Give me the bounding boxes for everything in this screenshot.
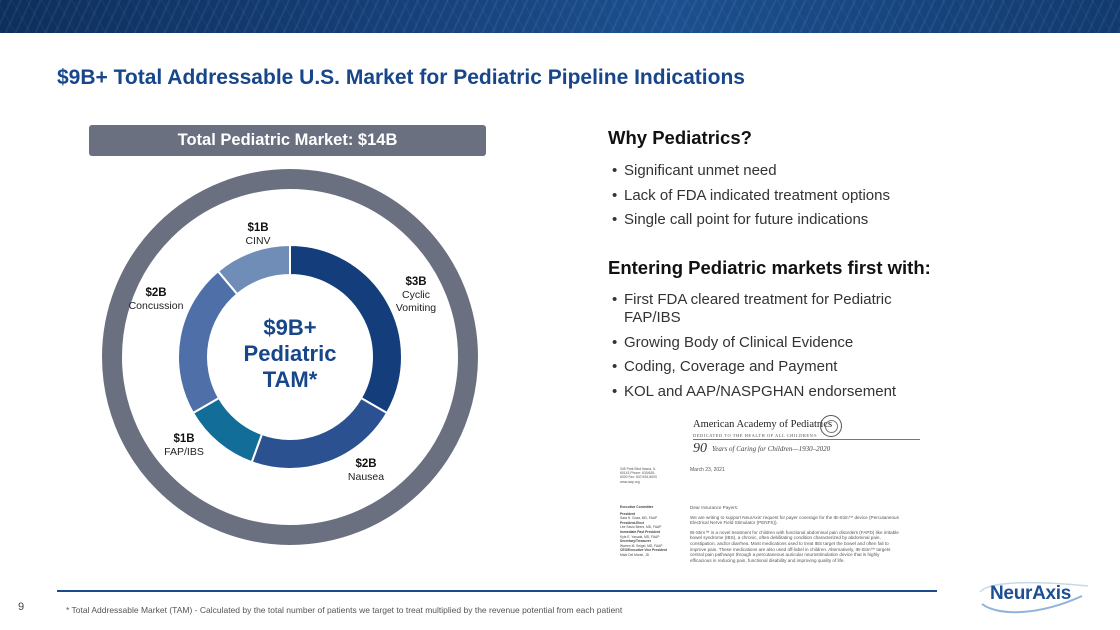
- letter-address: 345 Park Blvd Itasca, IL 60143 Phone: 63…: [620, 467, 657, 484]
- aap-endorsement-letter: American Academy of Pediatrics DEDICATED…: [620, 407, 920, 587]
- list-item: KOL and AAP/NASPGHAN endorsement: [612, 383, 932, 401]
- list-item: Significant unmet need: [612, 162, 932, 180]
- letter-years: Years of Caring for Children—1930–2020: [712, 445, 831, 453]
- top-banner: [0, 0, 1120, 33]
- entering-markets-list: First FDA cleared treatment for Pediatri…: [612, 291, 932, 407]
- list-item: Single call point for future indications: [612, 211, 932, 229]
- why-pediatrics-list: Significant unmet need Lack of FDA indic…: [612, 162, 932, 236]
- donut-center-label: $9B+ Pediatric TAM*: [243, 315, 337, 392]
- segment-label-cyclic-vomiting: $3B Cyclic Vomiting: [395, 276, 437, 314]
- list-item: Growing Body of Clinical Evidence: [612, 334, 932, 352]
- letter-tagline: DEDICATED TO THE HEALTH OF ALL CHILDREN®: [693, 433, 818, 438]
- logo-swoosh-icon: [979, 581, 1089, 614]
- total-market-ring: [102, 169, 478, 545]
- letter-committee: Executive Committee President Sara H. Go…: [620, 505, 668, 557]
- segment-label-nausea: $2B Nausea: [347, 458, 385, 483]
- page-number: 9: [18, 601, 25, 613]
- footer-divider: [57, 590, 937, 592]
- segment-label-concussion: $2B Concussion: [128, 287, 184, 312]
- list-item: Coding, Coverage and Payment: [612, 358, 932, 376]
- tam-footnote: * Total Addressable Market (TAM) - Calcu…: [66, 605, 623, 615]
- list-item: First FDA cleared treatment for Pediatri…: [612, 291, 932, 327]
- segment-label-cinv: $1B CINV: [245, 222, 271, 247]
- segment-label-fap-ibs: $1B FAP/IBS: [164, 433, 204, 458]
- letter-divider: [693, 439, 920, 440]
- donut-segment-4: [216, 243, 291, 296]
- neuraxis-logo: NeurAxis: [978, 578, 1093, 616]
- slide-title: $9B+ Total Addressable U.S. Market for P…: [57, 66, 745, 89]
- why-pediatrics-heading: Why Pediatrics?: [608, 127, 752, 148]
- list-item: Lack of FDA indicated treatment options: [612, 187, 932, 205]
- letter-ninety: 90: [693, 441, 707, 456]
- letter-org-name: American Academy of Pediatrics: [693, 419, 833, 430]
- letter-body: Dear Insurance Payers: We are writing to…: [690, 505, 899, 563]
- logo-wordmark: NeurAxis: [990, 583, 1072, 604]
- letter-date: March 23, 2021: [690, 467, 725, 473]
- aap-seal-icon: [820, 415, 842, 437]
- entering-markets-heading: Entering Pediatric markets first with:: [608, 257, 931, 278]
- total-market-pill: Total Pediatric Market: $14B: [89, 125, 486, 156]
